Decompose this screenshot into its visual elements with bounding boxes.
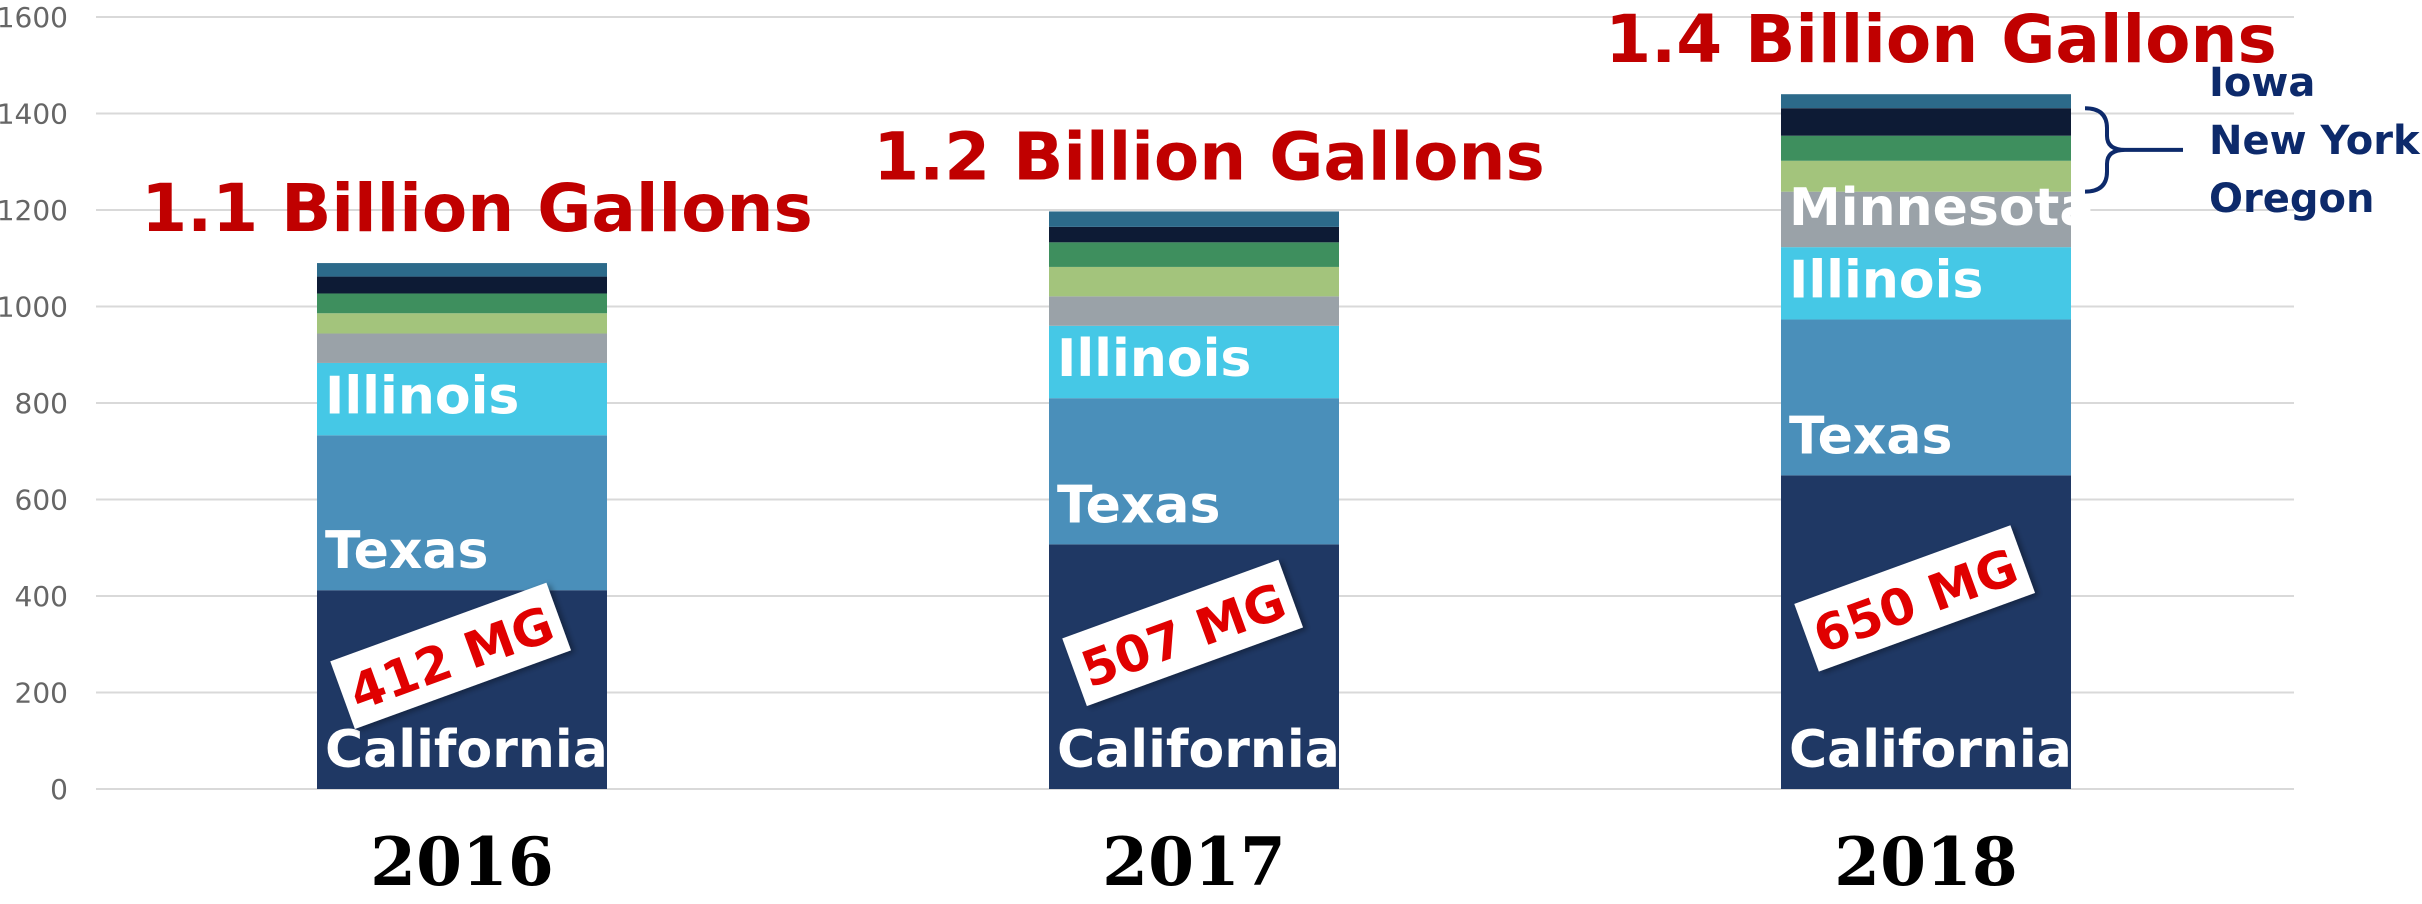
segment-label: Texas [1789, 406, 1952, 466]
bar-segment [1781, 94, 2071, 109]
x-tick-label: 2018 [1834, 823, 2018, 901]
brace [2084, 106, 2183, 194]
bar-segment [1781, 247, 2071, 320]
bar-segment [317, 362, 607, 436]
bar-segment [317, 276, 607, 294]
bar-segment [317, 435, 607, 591]
segment-label: Illinois [1789, 251, 1983, 311]
y-tick-label: 800 [15, 387, 68, 420]
bar-segment [317, 313, 607, 334]
bar-segment [1049, 266, 1339, 297]
total-annotation: 1.1 Billion Gallons [141, 170, 813, 247]
y-tick-label: 600 [15, 484, 68, 517]
bar-segment [317, 293, 607, 314]
bar-segment [1781, 319, 2071, 476]
bar-segment [1049, 325, 1339, 399]
segment-label: Illinois [1057, 329, 1251, 389]
y-tick-label: 1200 [0, 194, 68, 227]
side-label: New York [2209, 118, 2421, 164]
bar-segment [1049, 242, 1339, 267]
value-label-box [1794, 525, 2036, 672]
side-label: Iowa [2209, 60, 2315, 106]
segment-label: California [1789, 720, 2072, 780]
segment-label: California [1057, 720, 1340, 780]
segment-label: Texas [1057, 475, 1220, 535]
segment-label: Illinois [325, 366, 519, 426]
total-annotation: 1.2 Billion Gallons [873, 118, 1545, 195]
bar-segment [1781, 160, 2071, 192]
bar-segment [1049, 296, 1339, 326]
segment-label: Texas [325, 521, 488, 581]
y-tick-label: 1400 [0, 98, 68, 131]
bar-segment [317, 333, 607, 363]
x-tick-label: 2016 [370, 823, 554, 901]
bar-segment [1049, 211, 1339, 227]
y-tick-label: 0 [50, 773, 68, 806]
total-annotation: 1.4 Billion Gallons [1605, 1, 2277, 78]
y-tick-label: 1000 [0, 291, 68, 324]
bar-segment [1049, 398, 1339, 545]
y-tick-label: 400 [15, 580, 68, 613]
y-tick-label: 200 [15, 677, 68, 710]
bar-segment [1781, 135, 2071, 161]
bar-segment [1781, 108, 2071, 136]
y-tick-label: 1600 [0, 1, 68, 34]
segment-label: Minnesota [1789, 178, 2095, 238]
value-label-box [1062, 559, 1304, 707]
value-label-box [330, 582, 572, 730]
bars [317, 94, 2071, 789]
side-label: Oregon [2209, 176, 2374, 222]
bar-segment [1049, 226, 1339, 243]
x-tick-label: 2017 [1102, 823, 1286, 901]
segment-label: California [325, 720, 608, 780]
bar-segment [1781, 191, 2071, 248]
bar-segment [317, 263, 607, 277]
